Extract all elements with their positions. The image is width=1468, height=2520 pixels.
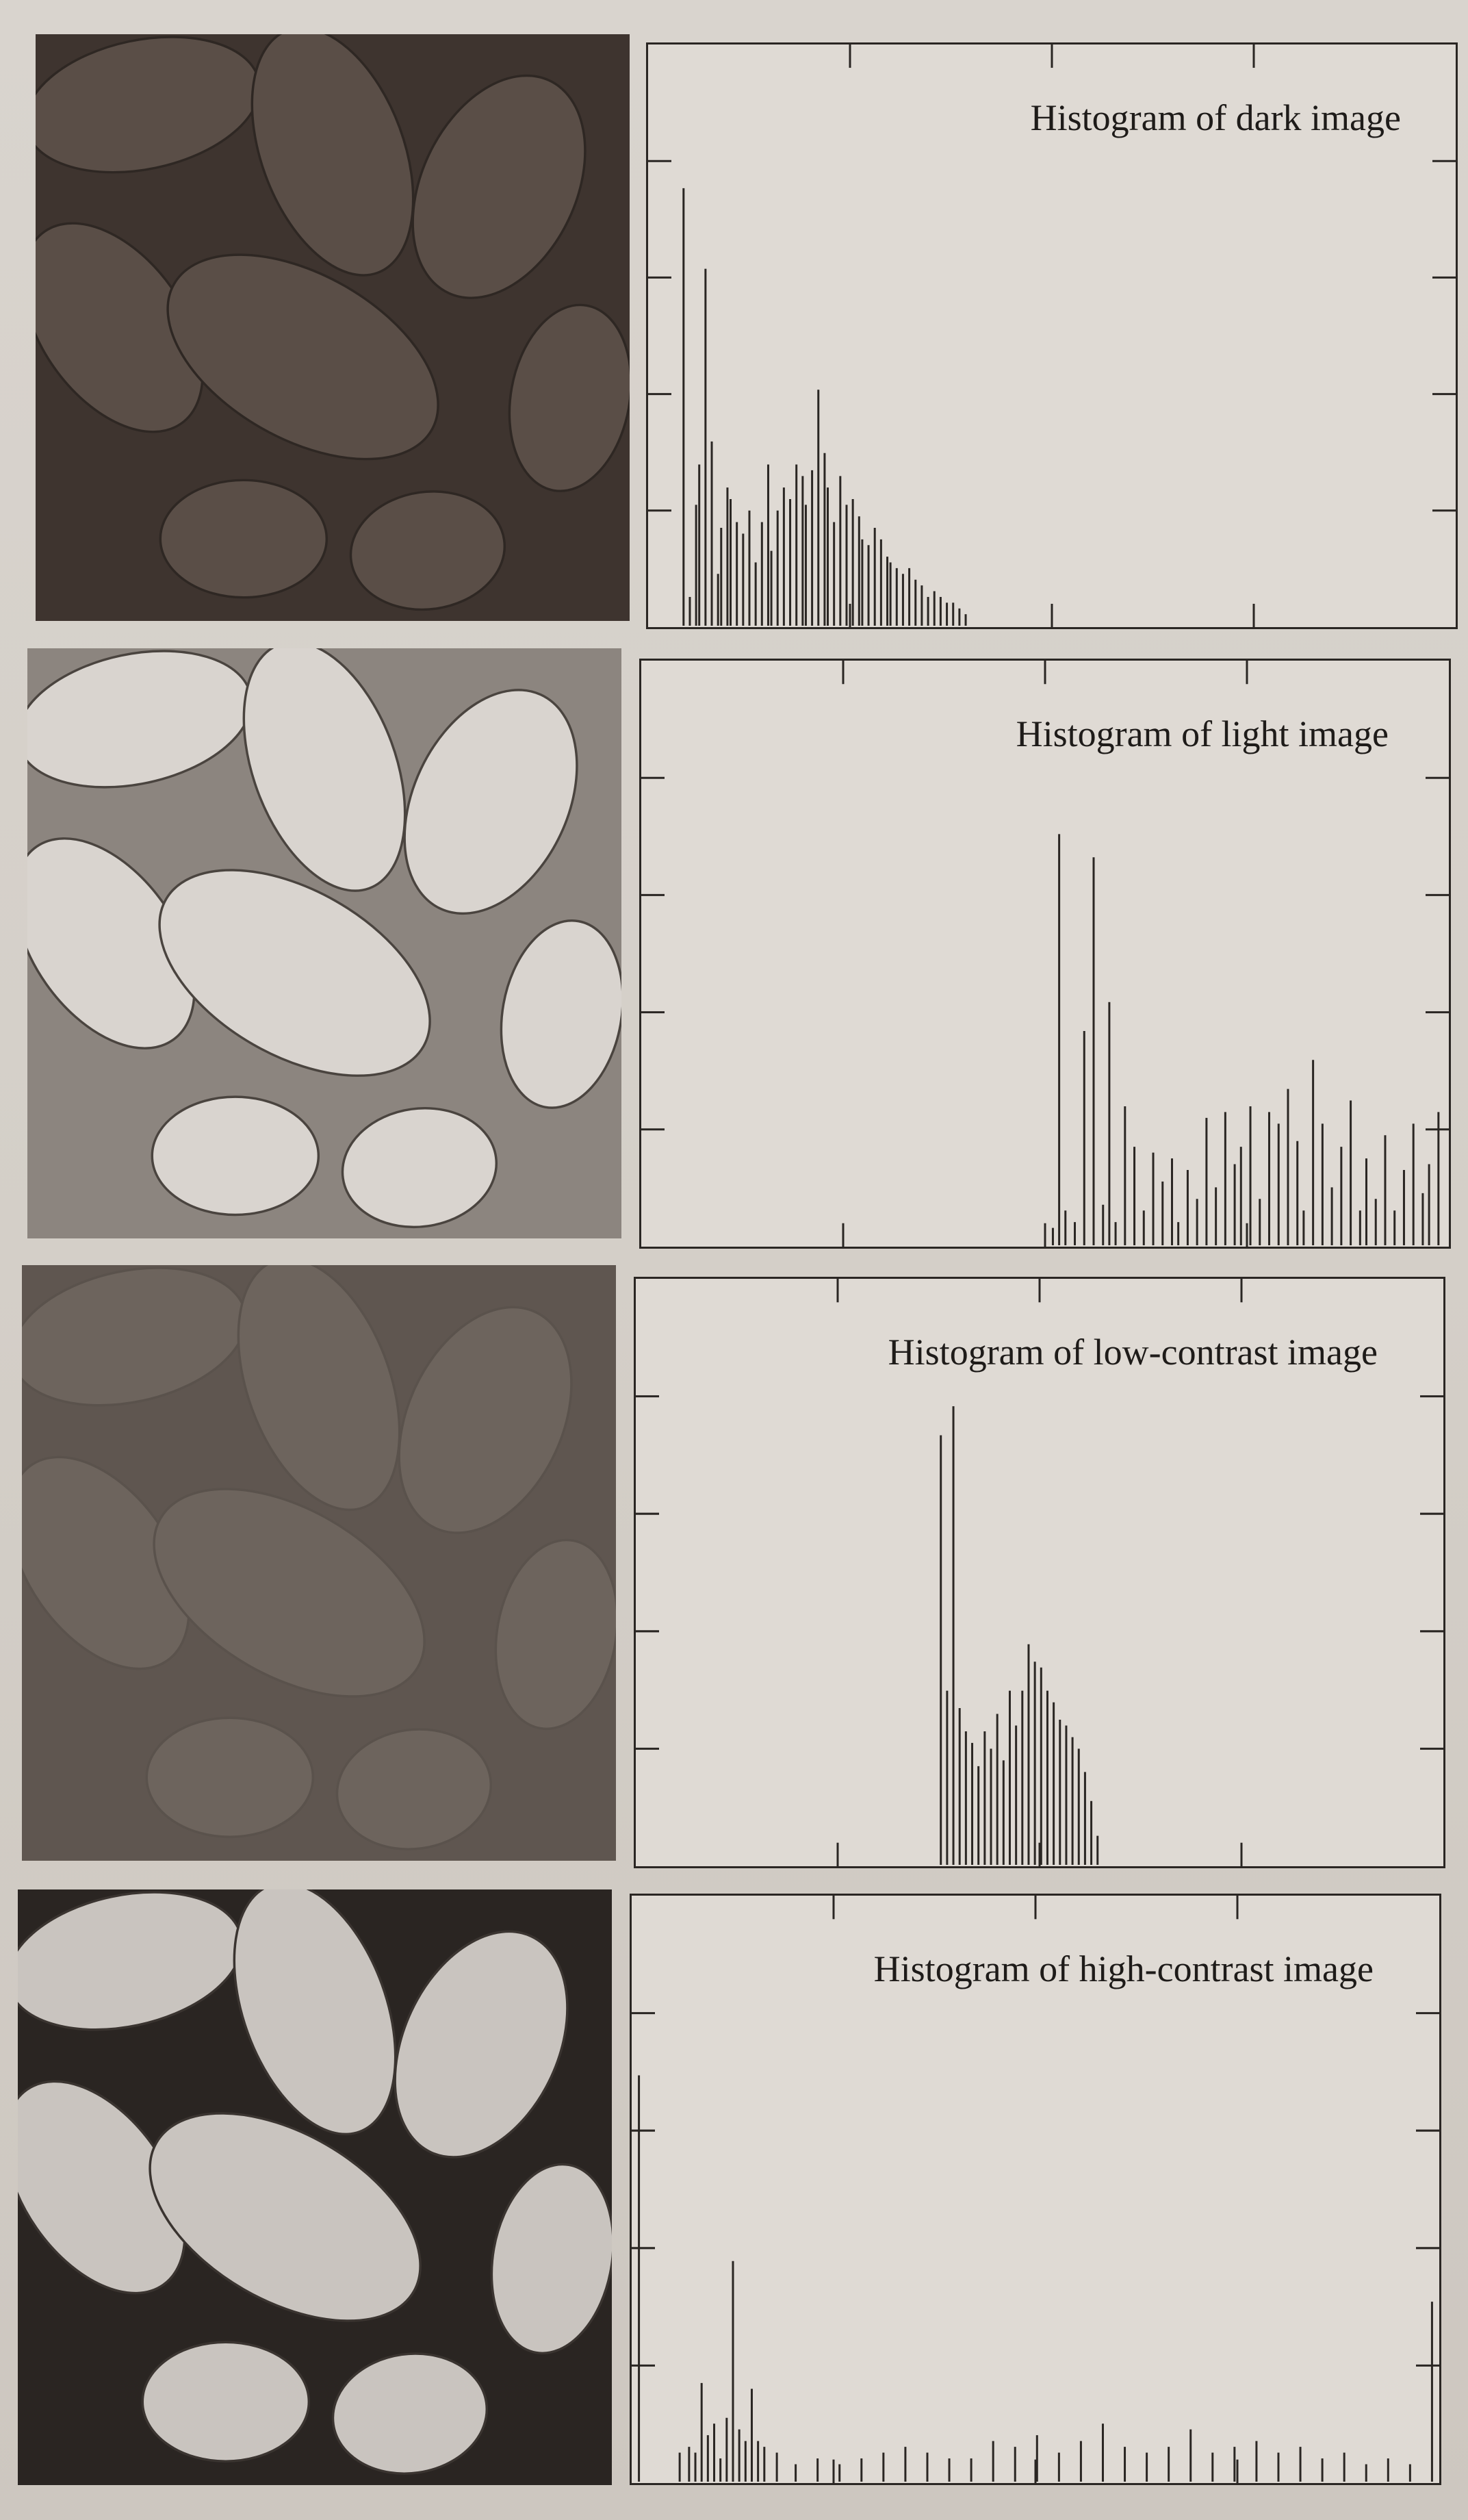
pollen-grain: [237, 1265, 401, 1512]
pollen-grain: [341, 1107, 498, 1229]
pollen-grain: [233, 1889, 397, 2136]
pollen-grain: [398, 1306, 573, 1534]
histogram-high-contrast-title: Histogram of high-contrast image: [873, 1948, 1374, 1989]
pollen-grain: [153, 1488, 426, 1698]
pollen-grain: [158, 869, 431, 1077]
pollen-grain: [500, 919, 621, 1109]
pollen-grain: [145, 1716, 315, 1838]
histogram-light-panel: Histogram of light image: [639, 659, 1451, 1249]
low-contrast-image: [22, 1265, 616, 1861]
pollen-grain: [403, 689, 578, 915]
pollen-grain: [166, 253, 439, 461]
histogram-low-contrast-title: Histogram of low-contrast image: [888, 1332, 1378, 1373]
pollen-grain: [494, 1538, 616, 1731]
pollen-grain: [151, 1095, 320, 1217]
pollen-grain: [411, 74, 587, 299]
pollen-grain: [141, 2341, 311, 2462]
histogram-dark-panel: Histogram of dark image: [646, 42, 1458, 629]
histogram-high-contrast-panel: Histogram of high-contrast image: [630, 1894, 1441, 2485]
dark-image: [36, 34, 630, 621]
pollen-grain: [250, 34, 415, 277]
pollen-grain: [331, 2352, 489, 2475]
light-image: [27, 648, 621, 1238]
pollen-grain: [335, 1728, 493, 1850]
pollen-grain: [149, 2112, 422, 2322]
pollen-grain: [159, 479, 329, 599]
high-contrast-image: [18, 1889, 612, 2485]
histogram-low-contrast-panel: Histogram of low-contrast image: [634, 1277, 1445, 1868]
histogram-light-title: Histogram of light image: [1016, 713, 1389, 754]
pollen-grain: [490, 2163, 612, 2355]
pollen-grain: [394, 1930, 569, 2159]
histogram-dark-title: Histogram of dark image: [1030, 97, 1401, 138]
pollen-grain: [242, 648, 407, 892]
pollen-grain: [349, 490, 506, 611]
pollen-grain: [508, 303, 630, 492]
